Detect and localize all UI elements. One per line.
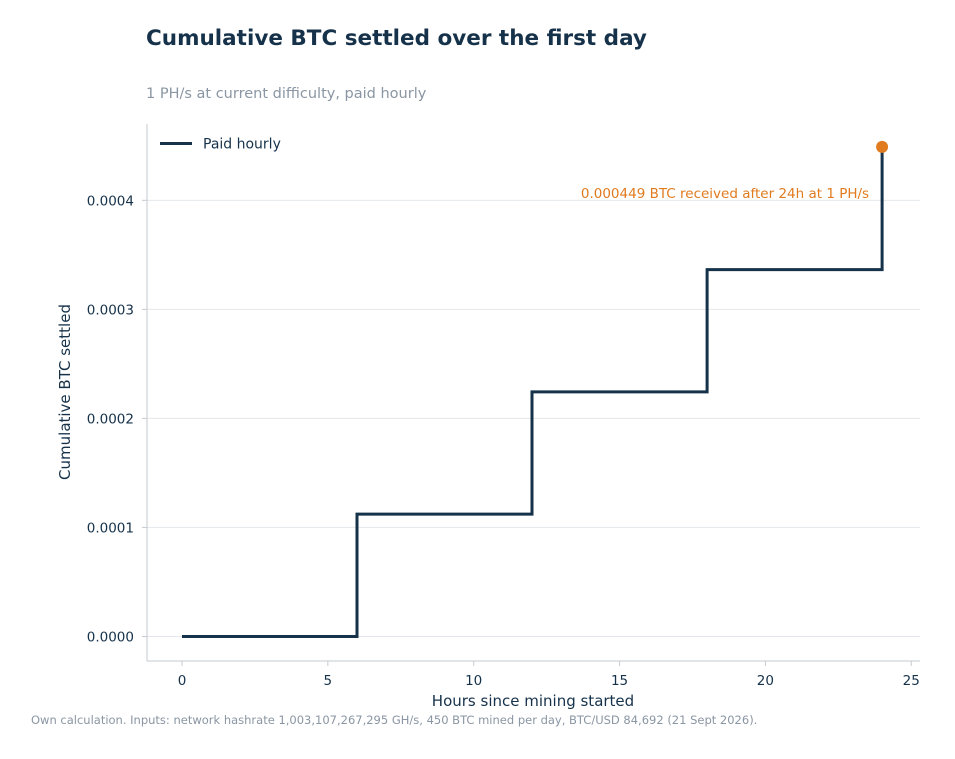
final-value-annotation: 0.000449 BTC received after 24h at 1 PH/… bbox=[581, 186, 869, 202]
y-axis-ticks: 0.0000 0.0001 0.0002 0.0003 0.0004 bbox=[87, 193, 147, 645]
y-tick-label: 0.0003 bbox=[87, 302, 134, 318]
x-tick-label: 25 bbox=[903, 673, 920, 689]
x-axis-label: Hours since mining started bbox=[432, 692, 634, 710]
y-tick-label: 0.0004 bbox=[87, 193, 134, 209]
chart-title: Cumulative BTC settled over the first da… bbox=[146, 26, 647, 51]
series-line-paid-hourly bbox=[182, 146, 884, 638]
y-tick-label: 0.0002 bbox=[87, 411, 134, 427]
x-tick-label: 10 bbox=[465, 673, 482, 689]
final-value-marker bbox=[876, 140, 889, 153]
legend-label-paid-hourly: Paid hourly bbox=[203, 137, 281, 153]
y-tick-label: 0.0001 bbox=[87, 520, 134, 536]
legend: Paid hourly bbox=[160, 137, 281, 153]
chart-subtitle: 1 PH/s at current difficulty, paid hourl… bbox=[146, 86, 427, 102]
x-axis-ticks: 0 5 10 15 20 25 bbox=[178, 661, 920, 689]
y-tick-label: 0.0000 bbox=[87, 629, 134, 645]
x-tick-label: 20 bbox=[757, 673, 774, 689]
series-group bbox=[182, 140, 889, 638]
grid-lines bbox=[147, 199, 920, 637]
y-axis-label: Cumulative BTC settled bbox=[56, 304, 74, 480]
source-footnote: Own calculation. Inputs: network hashrat… bbox=[31, 713, 758, 727]
x-tick-label: 0 bbox=[178, 673, 187, 689]
x-tick-label: 5 bbox=[324, 673, 333, 689]
x-tick-label: 15 bbox=[611, 673, 628, 689]
